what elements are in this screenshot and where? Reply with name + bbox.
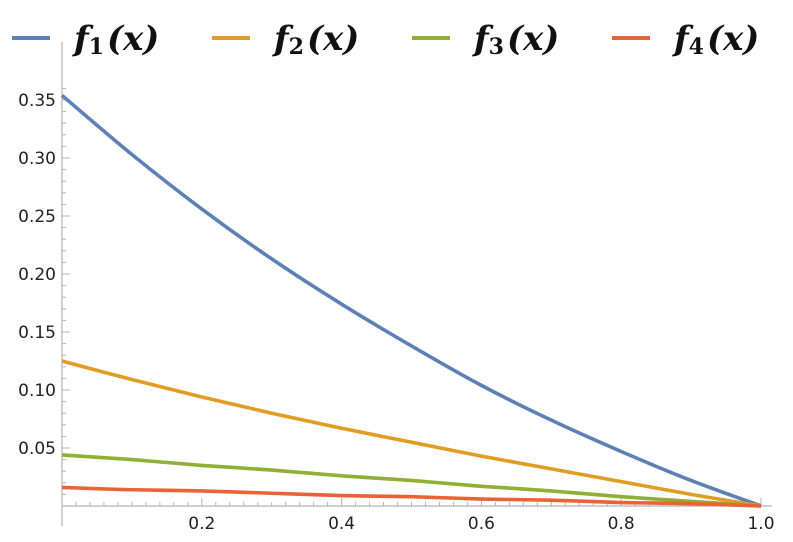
legend: f1(x) f2(x) f3(x) f4(x) (12, 19, 759, 60)
legend-label: f1(x) (72, 19, 159, 60)
y-tick-label: 0.25 (18, 207, 56, 227)
x-tick-label: 0.6 (468, 514, 495, 534)
legend-item-f4: f4(x) (612, 19, 759, 60)
x-tick-label: 0.4 (328, 514, 355, 534)
legend-item-f1: f1(x) (12, 19, 159, 60)
y-tick-label: 0.35 (18, 91, 56, 111)
y-tick-label: 0.10 (18, 381, 56, 401)
legend-item-f2: f2(x) (212, 19, 359, 60)
legend-item-f3: f3(x) (412, 19, 559, 60)
series-line-f1 (60, 93, 762, 508)
legend-label: f3(x) (472, 19, 559, 60)
series-line-f3 (61, 453, 762, 508)
axes: 0.2 0.4 0.6 0.8 1.0 0.05 0.10 0.15 0.20 0.25 0.30 0… (18, 42, 775, 534)
y-tick-label: 0.05 (18, 439, 56, 459)
y-tick-label: 0.20 (18, 265, 56, 285)
series-line-f2 (61, 359, 762, 508)
y-tick-label: 0.15 (18, 323, 56, 343)
y-tick-label: 0.30 (18, 149, 56, 169)
series-line-f4 (61, 485, 762, 508)
x-tick-label: 0.2 (188, 514, 215, 534)
legend-label: f4(x) (672, 19, 759, 60)
x-tick-label: 1.0 (747, 514, 774, 534)
x-tick-label: 0.8 (608, 514, 635, 534)
series-layer (60, 93, 762, 508)
legend-label: f2(x) (272, 19, 359, 60)
